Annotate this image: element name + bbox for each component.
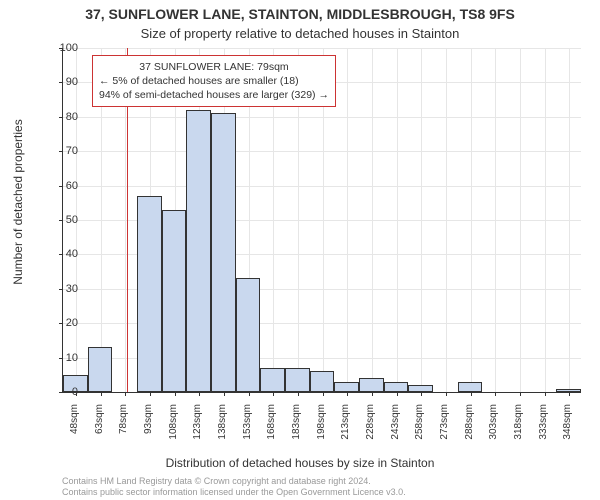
x-tick-label: 138sqm — [217, 404, 229, 454]
y-tick-label: 20 — [48, 317, 78, 329]
gridline-v — [347, 48, 348, 392]
histogram-bar — [260, 368, 285, 392]
chart-subtitle: Size of property relative to detached ho… — [0, 26, 600, 41]
x-tick-label: 258sqm — [414, 404, 426, 454]
x-tick-mark — [569, 392, 570, 396]
x-tick-mark — [298, 392, 299, 396]
gridline-v — [446, 48, 447, 392]
histogram-bar — [334, 382, 359, 392]
histogram-bar — [556, 389, 581, 392]
annotation-line: ← 5% of detached houses are smaller (18) — [99, 74, 329, 88]
histogram-bar — [186, 110, 211, 392]
annotation-line: 94% of semi-detached houses are larger (… — [99, 88, 329, 102]
y-tick-label: 60 — [48, 180, 78, 192]
x-tick-label: 273sqm — [439, 404, 451, 454]
y-tick-label: 40 — [48, 248, 78, 260]
y-tick-label: 0 — [48, 386, 78, 398]
histogram-bar — [236, 278, 261, 392]
x-tick-mark — [323, 392, 324, 396]
x-tick-mark — [495, 392, 496, 396]
x-tick-label: 348sqm — [562, 404, 574, 454]
gridline-v — [545, 48, 546, 392]
x-tick-label: 93sqm — [143, 404, 155, 454]
x-tick-mark — [150, 392, 151, 396]
x-tick-mark — [224, 392, 225, 396]
annotation-line: 37 SUNFLOWER LANE: 79sqm — [99, 60, 329, 74]
x-tick-label: 288sqm — [464, 404, 476, 454]
x-tick-label: 78sqm — [118, 404, 130, 454]
x-tick-mark — [471, 392, 472, 396]
histogram-bar — [88, 347, 113, 392]
footer-line-1: Contains HM Land Registry data © Crown c… — [62, 476, 600, 487]
x-tick-label: 333sqm — [538, 404, 550, 454]
x-tick-mark — [199, 392, 200, 396]
histogram-bar — [310, 371, 335, 392]
x-tick-mark — [446, 392, 447, 396]
y-tick-label: 50 — [48, 214, 78, 226]
histogram-bar — [137, 196, 162, 392]
y-axis-label: Number of detached properties — [8, 12, 28, 392]
x-tick-label: 198sqm — [316, 404, 328, 454]
gridline-v — [495, 48, 496, 392]
x-tick-mark — [175, 392, 176, 396]
gridline-v — [520, 48, 521, 392]
x-tick-label: 123sqm — [192, 404, 204, 454]
gridline-v — [372, 48, 373, 392]
gridline-v — [471, 48, 472, 392]
x-tick-label: 153sqm — [242, 404, 254, 454]
x-tick-label: 318sqm — [513, 404, 525, 454]
x-tick-label: 168sqm — [266, 404, 278, 454]
histogram-bar — [384, 382, 409, 392]
y-tick-label: 80 — [48, 111, 78, 123]
y-tick-label: 30 — [48, 283, 78, 295]
x-tick-mark — [520, 392, 521, 396]
footer-attribution: Contains HM Land Registry data © Crown c… — [0, 476, 600, 498]
x-tick-mark — [372, 392, 373, 396]
histogram-bar — [359, 378, 384, 392]
x-tick-mark — [421, 392, 422, 396]
x-tick-mark — [273, 392, 274, 396]
x-tick-label: 108sqm — [168, 404, 180, 454]
x-tick-label: 228sqm — [365, 404, 377, 454]
x-tick-label: 303sqm — [488, 404, 500, 454]
histogram-bar — [162, 210, 187, 392]
x-tick-mark — [249, 392, 250, 396]
annotation-box: 37 SUNFLOWER LANE: 79sqm← 5% of detached… — [92, 55, 336, 107]
x-tick-mark — [397, 392, 398, 396]
x-tick-label: 183sqm — [291, 404, 303, 454]
histogram-bar — [458, 382, 483, 392]
x-tick-label: 213sqm — [340, 404, 352, 454]
x-tick-mark — [125, 392, 126, 396]
x-axis-label: Distribution of detached houses by size … — [0, 456, 600, 470]
x-tick-label: 243sqm — [390, 404, 402, 454]
y-tick-label: 70 — [48, 145, 78, 157]
histogram-bar — [285, 368, 310, 392]
gridline-v — [569, 48, 570, 392]
gridline-v — [397, 48, 398, 392]
histogram-bar — [408, 385, 433, 392]
x-tick-mark — [347, 392, 348, 396]
y-tick-label: 90 — [48, 76, 78, 88]
y-tick-label: 100 — [48, 42, 78, 54]
histogram-bar — [211, 113, 236, 392]
y-tick-label: 10 — [48, 352, 78, 364]
chart-figure: 37, SUNFLOWER LANE, STAINTON, MIDDLESBRO… — [0, 0, 600, 500]
x-tick-label: 48sqm — [69, 404, 81, 454]
x-tick-label: 63sqm — [94, 404, 106, 454]
footer-line-2: Contains public sector information licen… — [62, 487, 600, 498]
x-tick-mark — [545, 392, 546, 396]
chart-title: 37, SUNFLOWER LANE, STAINTON, MIDDLESBRO… — [0, 6, 600, 22]
x-tick-mark — [101, 392, 102, 396]
gridline-v — [421, 48, 422, 392]
